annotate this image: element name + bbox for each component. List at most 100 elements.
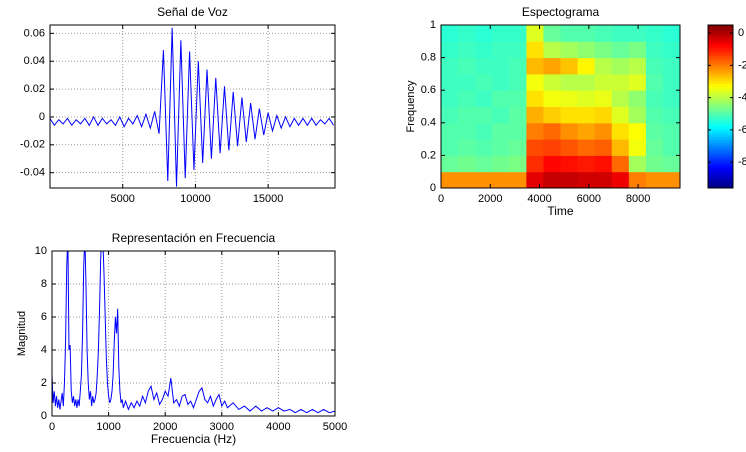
- x-axis-label: Time: [547, 204, 574, 218]
- heatmap-cell: [645, 73, 664, 91]
- heatmap-cell: [560, 155, 579, 173]
- colorbar-strip: [708, 126, 733, 130]
- heatmap-cell: [628, 57, 647, 75]
- axes-frame: [51, 250, 336, 417]
- x-axis-label: Frecuencia (Hz): [151, 432, 236, 446]
- heatmap-cell: [509, 25, 527, 42]
- colorbar-tick-label: -80: [738, 156, 746, 168]
- y-tick-label: 0.4: [421, 117, 436, 129]
- heatmap-cell: [662, 25, 681, 42]
- heatmap-cell: [577, 73, 596, 91]
- axes-frame: [49, 24, 336, 189]
- colorbar-strip: [708, 180, 733, 184]
- heatmap-cell: [492, 171, 510, 189]
- heatmap-cell: [662, 57, 681, 75]
- heatmap-cell: [441, 139, 459, 156]
- colorbar-strip: [708, 106, 733, 110]
- colorbar-strip: [708, 70, 733, 74]
- heatmap-cell: [526, 41, 544, 59]
- colorbar-tick-label: 0: [738, 27, 744, 39]
- heatmap-cell: [611, 171, 630, 189]
- signal-line: [52, 251, 335, 414]
- heatmap-cell: [441, 73, 459, 91]
- y-tick-label: 6: [41, 311, 47, 323]
- heatmap-cell: [509, 122, 527, 140]
- heatmap-cell: [577, 25, 596, 42]
- heatmap-cell: [611, 73, 630, 91]
- colorbar-strip: [708, 121, 733, 125]
- heatmap-cell: [577, 57, 596, 75]
- colorbar-strip: [708, 182, 733, 186]
- heatmap-cell: [594, 25, 613, 42]
- heatmap-cell: [509, 155, 527, 173]
- heatmap-cell: [475, 155, 493, 173]
- colorbar-strip: [708, 45, 733, 49]
- heatmap-cell: [543, 57, 562, 75]
- heatmap-cell: [475, 122, 493, 140]
- heatmap-cell: [662, 171, 681, 189]
- colorbar-strip: [708, 58, 733, 62]
- colorbar-strip: [708, 109, 733, 112]
- colorbar-strip: [708, 63, 733, 67]
- colorbar-strip: [708, 30, 733, 34]
- colorbar-tick-label: -60: [738, 124, 746, 136]
- y-tick-label: 0.6: [421, 84, 436, 96]
- heatmap-cell: [611, 57, 630, 75]
- colorbar-strip: [708, 75, 733, 79]
- heatmap-cell: [526, 139, 544, 156]
- heatmap-cell: [492, 122, 510, 140]
- heatmap-cell: [526, 106, 544, 124]
- colorbar-strip: [708, 55, 733, 59]
- heatmap-cell: [475, 106, 493, 124]
- heatmap-cell: [543, 155, 562, 173]
- heatmap-cell: [577, 155, 596, 173]
- colorbar-strip: [708, 144, 733, 148]
- heatmap-cell: [543, 139, 562, 156]
- heatmap-cell: [526, 90, 544, 107]
- heatmap-cell: [611, 41, 630, 59]
- colorbar-strip: [708, 111, 733, 115]
- heatmap-cell: [645, 90, 664, 107]
- heatmap-cell: [594, 57, 613, 75]
- heatmap-cell: [492, 41, 510, 59]
- heatmap-cell: [577, 106, 596, 124]
- y-tick-label: 0.06: [24, 27, 45, 39]
- heatmap-cell: [645, 25, 664, 42]
- heatmap-cell: [628, 139, 647, 156]
- heatmap-cell: [543, 106, 562, 124]
- heatmap-cell: [509, 90, 527, 107]
- heatmap-cell: [492, 139, 510, 156]
- heatmap-cell: [509, 73, 527, 91]
- heatmap-cell: [441, 171, 459, 189]
- heatmap-cell: [458, 106, 476, 124]
- colorbar-strip: [708, 86, 733, 90]
- heatmap-cell: [441, 90, 459, 107]
- colorbar-strip: [708, 175, 733, 179]
- x-tick-label: 2000: [478, 193, 502, 205]
- chart-title: Señal de Voz: [157, 5, 228, 19]
- heatmap-cell: [475, 90, 493, 107]
- heatmap-cell: [509, 57, 527, 75]
- heatmap-cell: [441, 25, 459, 42]
- y-tick-label: -0.04: [20, 167, 45, 179]
- colorbar-strip: [708, 170, 733, 174]
- heatmap-cell: [475, 139, 493, 156]
- heatmap-cell: [509, 106, 527, 124]
- x-tick-label: 5000: [323, 421, 347, 433]
- heatmap-cell: [628, 25, 647, 42]
- heatmap-cell: [611, 155, 630, 173]
- colorbar-strip: [708, 27, 733, 31]
- y-tick-label: -0.02: [20, 139, 45, 151]
- colorbar-strip: [708, 147, 733, 151]
- heatmap-cell: [441, 106, 459, 124]
- colorbar-strip: [708, 139, 733, 143]
- heatmap-cell: [492, 73, 510, 91]
- colorbar-strip: [708, 185, 733, 189]
- colorbar-strip: [708, 162, 733, 166]
- colorbar-strip: [708, 37, 733, 41]
- colorbar-strip: [708, 25, 733, 28]
- colorbar-strip: [708, 47, 733, 51]
- heatmap-cell: [475, 171, 493, 189]
- x-tick-label: 4000: [527, 193, 551, 205]
- x-tick-label: 2000: [153, 421, 177, 433]
